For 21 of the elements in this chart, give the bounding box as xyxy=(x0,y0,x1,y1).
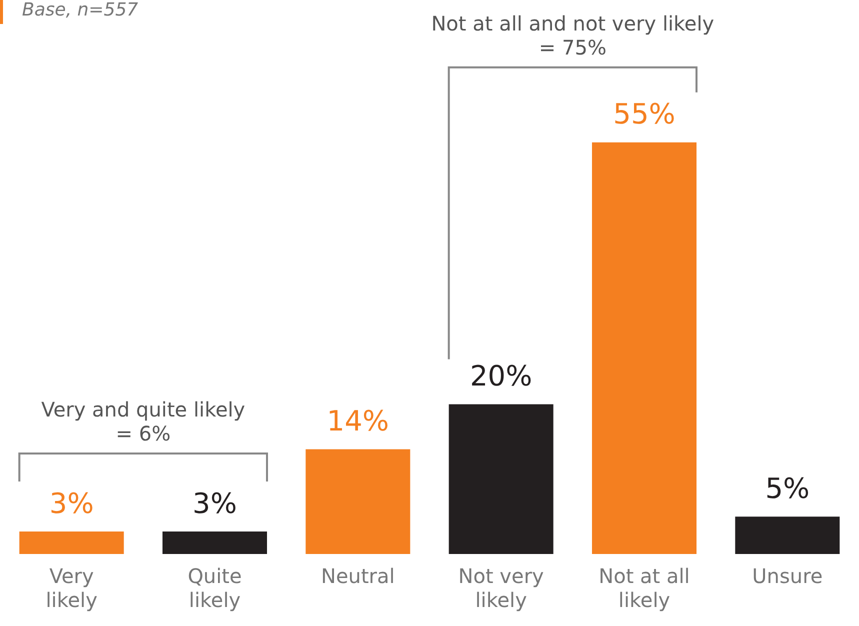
x-tick-label: Neutral xyxy=(321,564,395,588)
bar xyxy=(306,449,410,554)
data-label: 55% xyxy=(613,98,676,131)
x-tick-label: Very likely xyxy=(46,564,98,612)
x-tick-label: Quite likely xyxy=(188,564,242,612)
x-tick-label: Unsure xyxy=(752,564,823,588)
text: Not at all and not very likely = 75% xyxy=(431,12,714,60)
data-label: 3% xyxy=(192,486,237,520)
annotation: Very and quite likely = 6% xyxy=(41,398,246,446)
text: Base, n=557 xyxy=(22,0,139,21)
data-label: 20% xyxy=(470,360,532,393)
bar xyxy=(592,142,697,554)
x-tick-label: Not at all likely xyxy=(598,564,690,612)
bar xyxy=(735,516,840,554)
data-label: 5% xyxy=(765,472,810,505)
x-tick-label: Not very likely xyxy=(458,564,544,612)
bar xyxy=(19,532,124,554)
bar xyxy=(448,404,554,554)
bar xyxy=(162,532,268,554)
data-label: 14% xyxy=(326,404,390,438)
data-label: 3% xyxy=(49,486,94,520)
